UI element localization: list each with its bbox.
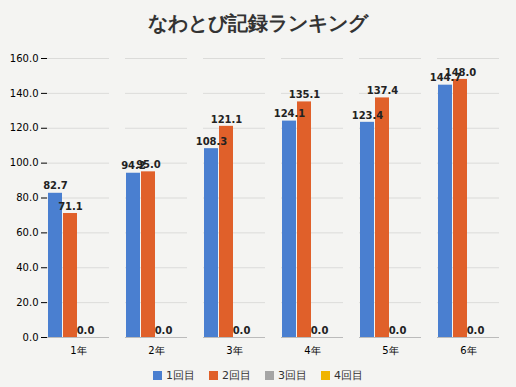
- svg-text:123.4: 123.4: [352, 110, 384, 121]
- svg-text:4年: 4年: [304, 345, 320, 356]
- svg-text:108.3: 108.3: [196, 136, 228, 147]
- svg-text:5年: 5年: [382, 345, 398, 356]
- svg-text:140.0: 140.0: [10, 88, 39, 99]
- svg-text:94.2: 94.2: [121, 160, 146, 172]
- svg-text:3年: 3年: [226, 345, 242, 356]
- svg-text:71.1: 71.1: [58, 201, 83, 212]
- svg-text:121.1: 121.1: [211, 114, 243, 125]
- svg-text:0.0: 0.0: [77, 325, 95, 336]
- html-text:4回目: 4回目: [334, 368, 363, 382]
- html-text:3回目: 3回目: [278, 368, 307, 382]
- svg-text:95.0: 95.0: [136, 159, 161, 170]
- svg-text:6年: 6年: [460, 345, 476, 356]
- svg-text:82.7: 82.7: [43, 180, 68, 191]
- svg-text:0.0: 0.0: [467, 325, 485, 336]
- html-text:2回目: 2回目: [222, 368, 251, 382]
- svg-text:0.0: 0.0: [233, 325, 251, 336]
- svg-text:0.0: 0.0: [311, 325, 329, 336]
- svg-text:0.0: 0.0: [23, 332, 39, 343]
- svg-text:40.0: 40.0: [16, 262, 38, 273]
- svg-text:60.0: 60.0: [16, 227, 38, 238]
- html-text:なわとび記録ランキング: なわとび記録ランキング: [148, 11, 368, 35]
- svg-text:100.0: 100.0: [10, 157, 39, 168]
- svg-text:124.1: 124.1: [274, 108, 306, 119]
- svg-text:137.4: 137.4: [367, 85, 399, 96]
- svg-text:160.0: 160.0: [10, 53, 39, 64]
- svg-text:135.1: 135.1: [289, 89, 321, 100]
- svg-text:1年: 1年: [70, 345, 86, 356]
- svg-text:120.0: 120.0: [10, 122, 39, 133]
- html-text:1回目: 1回目: [166, 368, 195, 382]
- svg-text:80.0: 80.0: [16, 192, 38, 203]
- svg-text:144.7: 144.7: [429, 72, 462, 84]
- svg-text:20.0: 20.0: [16, 297, 38, 308]
- svg-text:2年: 2年: [148, 345, 164, 356]
- svg-text:0.0: 0.0: [155, 325, 173, 336]
- svg-text:148.0: 148.0: [445, 67, 477, 78]
- svg-text:0.0: 0.0: [389, 325, 407, 336]
